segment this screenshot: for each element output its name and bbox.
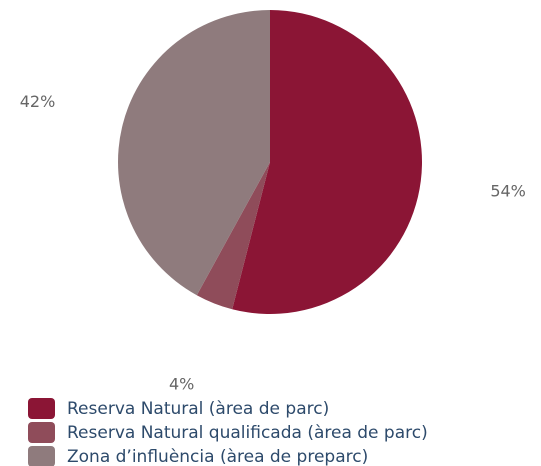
legend-label: Zona d’influència (àrea de preparc) [67, 447, 368, 466]
pie-slice [232, 10, 423, 314]
legend-label: Reserva Natural (àrea de parc) [67, 399, 329, 419]
slice-label: 4% [169, 375, 194, 394]
legend-label: Reserva Natural qualificada (àrea de par… [67, 423, 428, 443]
legend-swatch [28, 422, 55, 443]
slice-label: 54% [490, 182, 526, 201]
pie-slice [196, 162, 270, 310]
legend-swatch [28, 446, 55, 466]
slice-label: 42% [20, 92, 56, 111]
pie-slice [118, 10, 270, 296]
legend-swatch [28, 398, 55, 419]
